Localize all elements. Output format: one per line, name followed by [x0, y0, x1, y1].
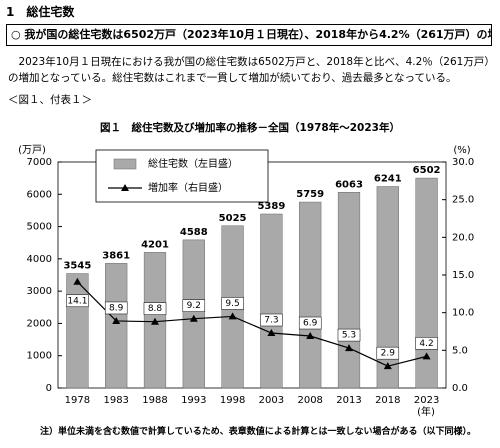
y-tick-label: 6000	[27, 189, 52, 200]
bar	[105, 263, 128, 389]
heading: 1 総住宅数	[6, 5, 75, 19]
x-tick-label: 2023	[414, 395, 439, 406]
y2-tick-label: 20.0	[452, 232, 474, 243]
line-value-label: 6.9	[303, 319, 318, 329]
y-axis-unit: (万戸)	[18, 144, 46, 156]
bar	[182, 239, 205, 389]
line-marker	[267, 329, 276, 337]
line-marker	[112, 316, 121, 324]
y-tick-label: 2000	[27, 318, 52, 329]
value-label-box	[260, 313, 283, 327]
x-tick-label: 1978	[65, 395, 90, 406]
bar-value-label: 3545	[63, 261, 91, 272]
y2-tick-label: 25.0	[452, 195, 474, 206]
legend-swatch	[113, 158, 137, 170]
bar	[260, 213, 283, 389]
x-tick-label: 2003	[259, 395, 284, 406]
line	[76, 281, 427, 367]
line-value-label: 14.1	[67, 296, 87, 306]
x-tick-label: 1993	[181, 395, 206, 406]
value-label-box	[221, 297, 244, 310]
legend-marker	[121, 184, 129, 191]
line-marker	[383, 362, 392, 370]
value-label-box	[337, 328, 361, 342]
value-label-box	[104, 301, 128, 315]
note: 注）単位未満を含む数値で計算しているため、表章数値による計算とは一致しない場合が…	[40, 427, 476, 437]
value-label-box	[66, 294, 89, 308]
line-marker	[228, 312, 237, 320]
bar-value-label: 3861	[102, 250, 130, 261]
y-tick-label: 5000	[27, 222, 52, 233]
summary-box: ○ 我が国の総住宅数は6502万戸（2023年10月１日現在）、2018年から4…	[6, 24, 492, 46]
bar-value-label: 6241	[374, 174, 402, 185]
line-marker	[422, 352, 431, 360]
legend-label: 総住宅数（左目盛）	[148, 157, 238, 170]
value-label-box	[143, 302, 167, 315]
y2-tick-label: 30.0	[452, 157, 474, 168]
x-tick-label: 2018	[375, 395, 400, 406]
y2-tick-label: 15.0	[452, 270, 474, 281]
line-value-label: 5.3	[342, 331, 356, 341]
bar-value-label: 4201	[141, 239, 169, 250]
line-value-label: 9.2	[187, 301, 201, 311]
bar-value-label: 6502	[413, 165, 441, 176]
bar-value-label: 4588	[180, 227, 208, 238]
line-value-label: 2.9	[381, 349, 396, 359]
y-tick-label: 0	[46, 383, 52, 394]
y-tick-label: 1000	[27, 351, 52, 362]
y-tick-label: 4000	[27, 254, 52, 265]
legend-label: 増加率（右目盛）	[148, 181, 228, 194]
bar	[66, 273, 89, 389]
bar-value-label: 5759	[296, 189, 324, 200]
line-value-label: 8.9	[109, 303, 124, 313]
bar-value-label: 5025	[219, 213, 247, 224]
x-tick-label: 2013	[336, 395, 361, 406]
bar	[337, 192, 361, 389]
bar-value-label: 6063	[335, 179, 363, 190]
x-tick-label: 1998	[220, 395, 245, 406]
line-value-label: 4.2	[419, 339, 433, 349]
line-marker	[189, 314, 198, 322]
line-value-label: 9.5	[225, 299, 239, 309]
value-label-box	[376, 346, 400, 360]
y-tick-label: 7000	[27, 157, 52, 168]
x-tick-label: 2008	[297, 395, 322, 406]
y2-tick-label: 10.0	[452, 308, 474, 319]
value-label-box	[298, 316, 322, 330]
x-tick-label: 1988	[142, 395, 167, 406]
y2-axis-unit: (%)	[453, 145, 470, 156]
bar	[299, 201, 322, 389]
bar	[415, 177, 438, 389]
x-tick-label: 1983	[103, 395, 128, 406]
reference: ＜図１、付表１＞	[8, 94, 92, 106]
line-marker	[151, 317, 159, 325]
chart-title: 図１ 総住宅数及び増加率の推移－全国（1978年～2023年）	[100, 121, 400, 134]
bar	[376, 186, 399, 389]
y2-tick-label: 5.0	[452, 345, 468, 356]
legend-box	[95, 149, 269, 203]
value-label-box	[415, 337, 438, 350]
x-axis-unit: (年)	[417, 405, 435, 418]
bar-value-label: 5389	[257, 201, 285, 212]
line-marker	[306, 332, 315, 340]
y-tick-label: 3000	[27, 286, 52, 297]
line-value-label: 7.3	[264, 316, 278, 326]
line-value-label: 8.8	[148, 304, 163, 314]
value-label-box	[182, 299, 206, 312]
chart: 図１ 総住宅数及び増加率の推移－全国（1978年～2023年） (万戸) (%)…	[18, 121, 474, 418]
y2-tick-label: 0.0	[452, 383, 468, 394]
paragraph: 2023年10月１日現在における我が国の総住宅数は6502万戸と、2018年と比…	[8, 56, 495, 84]
line-marker	[345, 344, 353, 352]
line-marker	[73, 277, 82, 285]
